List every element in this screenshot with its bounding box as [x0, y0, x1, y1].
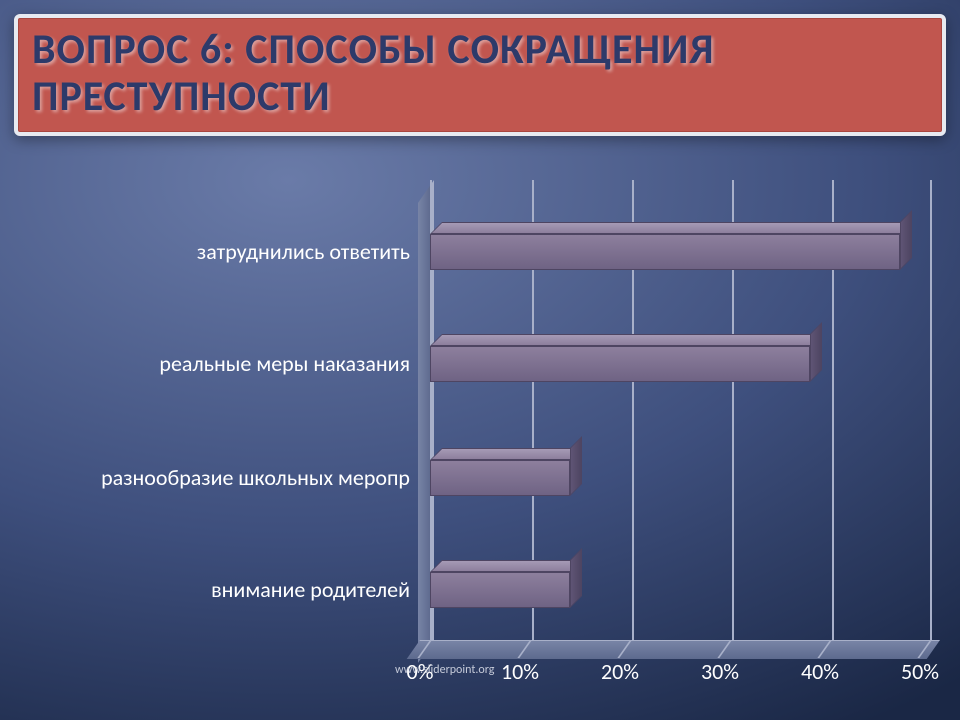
slide: Вопрос 6: Способы сокращения преступност… [0, 0, 960, 720]
x-tick-label: 30% [690, 658, 750, 685]
bar [430, 234, 900, 270]
x-tick-label: 40% [790, 658, 850, 685]
gridline [930, 180, 932, 640]
bar-chart: затруднились ответить реальные меры нака… [60, 180, 940, 700]
bar [430, 460, 570, 496]
watermark-text: www.sliderpoint.org [395, 663, 494, 677]
bar [430, 572, 570, 608]
chart-floor [407, 640, 940, 659]
slide-title: Вопрос 6: Способы сокращения преступност… [32, 26, 928, 120]
title-banner: Вопрос 6: Способы сокращения преступност… [14, 14, 946, 136]
y-category-label: разнообразие школьных меропр [30, 464, 410, 491]
plot-area: 0% 10% 20% 30% 40% 50% [420, 180, 940, 670]
x-tick-label: 10% [490, 658, 550, 685]
y-category-label: внимание родителей [30, 576, 410, 603]
x-tick-label: 50% [890, 658, 950, 685]
bar [430, 346, 810, 382]
x-tick-label: 20% [590, 658, 650, 685]
y-category-label: затруднились ответить [30, 238, 410, 265]
y-category-label: реальные меры наказания [30, 350, 410, 377]
